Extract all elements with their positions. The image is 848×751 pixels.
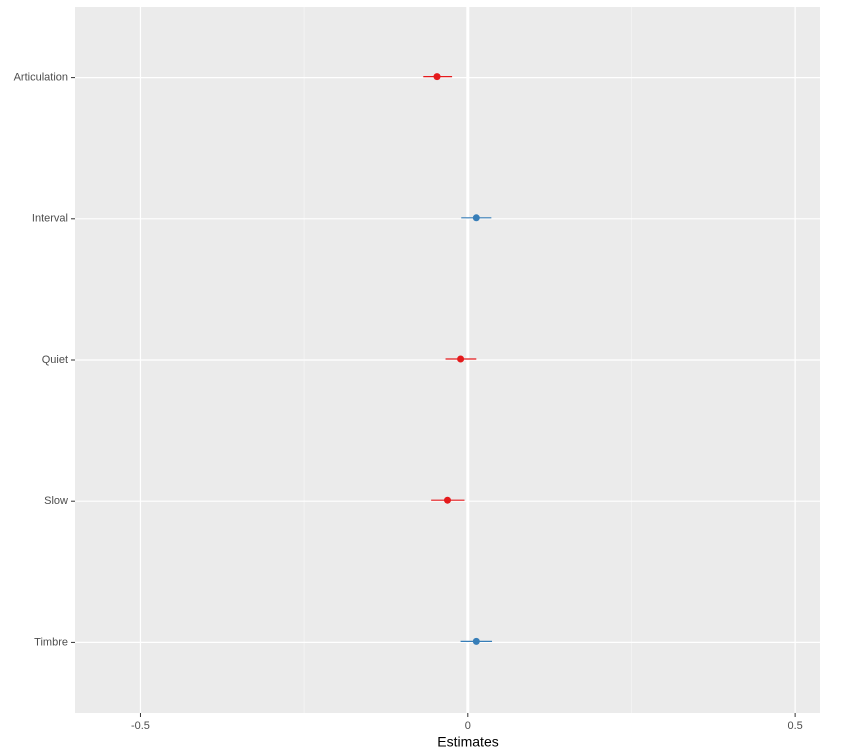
- x-tick-label: 0.5: [787, 720, 802, 732]
- x-tick-label: -0.5: [131, 720, 150, 732]
- estimate-point: [444, 496, 451, 504]
- y-tick-label: Slow: [44, 495, 68, 507]
- y-tick-label: Articulation: [14, 72, 68, 84]
- x-tick-label: 0: [465, 720, 471, 732]
- y-tick-label: Interval: [32, 213, 68, 225]
- y-tick-label: Quiet: [42, 354, 68, 366]
- estimate-point: [472, 214, 480, 222]
- y-tick-label: Timbre: [34, 636, 68, 648]
- x-axis-label: Estimates: [437, 734, 498, 750]
- estimate-point: [433, 73, 441, 81]
- estimate-point: [457, 355, 465, 363]
- estimate-point: [472, 637, 480, 645]
